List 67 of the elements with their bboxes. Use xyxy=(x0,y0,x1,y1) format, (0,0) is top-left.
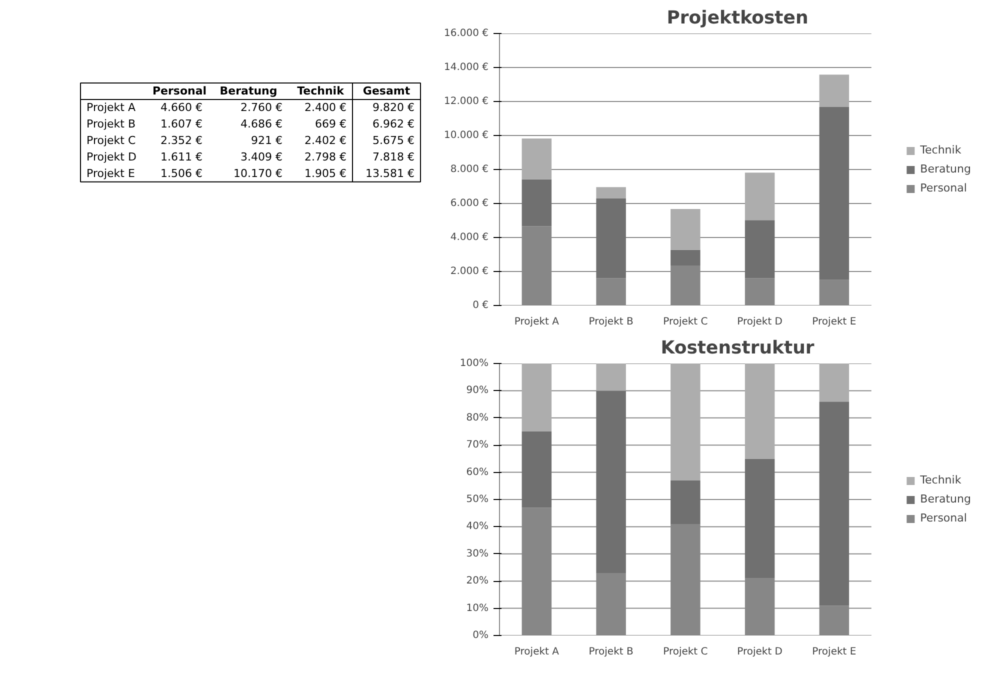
y-tick-label: 2.000 € xyxy=(450,266,489,277)
y-tick-label: 4.000 € xyxy=(450,232,489,243)
y-tick-label: 30% xyxy=(466,548,489,560)
text: 921 € xyxy=(251,134,283,148)
y-tick-label: 0% xyxy=(472,630,489,641)
text: 5.675 € xyxy=(372,134,415,148)
x-tick-label: Projekt B xyxy=(588,646,634,658)
text: Projekt C xyxy=(86,134,136,148)
text: 2.798 € xyxy=(304,150,347,164)
text: 2.760 € xyxy=(240,101,283,114)
text: 9.820 € xyxy=(372,101,415,114)
y-tick-label: 10% xyxy=(466,602,489,614)
text: 669 € xyxy=(315,118,347,131)
text: 6.962 € xyxy=(372,118,415,131)
legend-label: Beratung xyxy=(920,162,971,176)
y-tick-label: 40% xyxy=(466,521,489,532)
x-tick-label: Projekt C xyxy=(663,316,708,328)
x-tick-label: Projekt E xyxy=(812,646,856,658)
x-tick-label: Projekt C xyxy=(663,646,708,658)
text: 2.400 € xyxy=(304,101,347,114)
legend-label: Personal xyxy=(920,512,967,524)
text: Personal xyxy=(152,84,207,98)
x-tick-label: Projekt B xyxy=(588,316,634,328)
chart-title: Projektkosten xyxy=(666,8,808,28)
text: 1.611 € xyxy=(160,150,203,164)
chart-title: Kostenstruktur xyxy=(660,338,814,358)
text: 4.660 € xyxy=(160,101,203,114)
y-tick-label: 50% xyxy=(466,494,489,505)
text: Projekt E xyxy=(86,167,135,180)
y-tick-label: 10.000 € xyxy=(444,130,488,141)
y-tick-label: 90% xyxy=(466,385,489,396)
y-tick-label: 16.000 € xyxy=(444,28,488,39)
y-tick-label: 12.000 € xyxy=(444,96,488,107)
text: Technik xyxy=(297,84,345,98)
text: 2.352 € xyxy=(160,134,203,148)
legend-label: Beratung xyxy=(920,492,971,506)
text: Projekt D xyxy=(86,150,136,164)
text: 3.409 € xyxy=(240,150,283,164)
text: 1.905 € xyxy=(304,167,347,180)
y-tick-label: 60% xyxy=(466,466,489,478)
text: 7.818 € xyxy=(372,150,415,164)
y-tick-label: 0 € xyxy=(472,300,489,311)
y-tick-label: 70% xyxy=(466,440,489,451)
x-tick-label: Projekt A xyxy=(514,646,560,658)
text: 1.506 € xyxy=(160,167,203,180)
text: 10.170 € xyxy=(234,167,282,180)
y-tick-label: 80% xyxy=(466,412,489,424)
text: 4.686 € xyxy=(240,118,283,131)
x-tick-label: Projekt A xyxy=(514,316,560,328)
text: 1.607 € xyxy=(160,118,203,131)
text: 13.581 € xyxy=(366,167,414,180)
text: Gesamt xyxy=(362,84,410,98)
text: Projekt B xyxy=(86,118,136,131)
y-tick-label: 20% xyxy=(466,576,489,587)
legend-label: Technik xyxy=(920,144,962,156)
text: 2.402 € xyxy=(304,134,347,148)
y-tick-label: 100% xyxy=(460,358,489,369)
y-tick-label: 14.000 € xyxy=(444,62,488,73)
x-tick-label: Projekt D xyxy=(737,646,783,658)
text: Projekt A xyxy=(86,101,136,114)
text: Beratung xyxy=(220,84,278,98)
x-tick-label: Projekt D xyxy=(737,316,783,328)
x-tick-label: Projekt E xyxy=(812,316,856,328)
legend-label: Technik xyxy=(920,474,962,486)
legend-label: Personal xyxy=(920,182,967,194)
y-tick-label: 8.000 € xyxy=(450,164,489,175)
y-tick-label: 6.000 € xyxy=(450,198,489,209)
